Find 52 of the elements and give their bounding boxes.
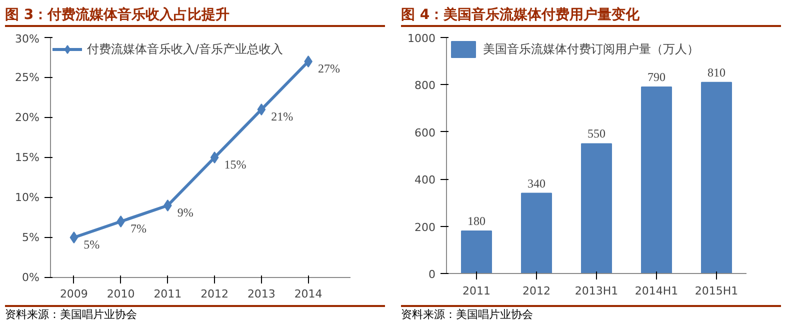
bar — [641, 86, 672, 274]
x-tick-label: 2010 — [106, 288, 135, 300]
text: 资料来源：美国唱片业协会 — [401, 307, 533, 323]
bar — [581, 143, 612, 274]
y-tick-label: 1000 — [408, 32, 436, 45]
data-label: 7% — [130, 222, 146, 236]
y-tick-label: 20% — [15, 111, 40, 124]
data-label: 790 — [648, 70, 666, 84]
x-tick-label: 2015H1 — [694, 284, 738, 298]
y-tick-label: 0% — [22, 271, 40, 284]
y-tick-label: 10% — [15, 191, 40, 204]
point — [210, 152, 219, 164]
legend-label: 美国音乐流媒体付费订阅用户量（万人） — [483, 40, 699, 58]
bar — [521, 192, 552, 274]
x-tick-label: 2014 — [294, 288, 322, 300]
data-label: 15% — [224, 158, 246, 172]
x-tick-label: 2011 — [154, 288, 182, 300]
y-tick-label: 25% — [15, 71, 40, 84]
bar — [461, 230, 492, 274]
point — [257, 104, 266, 116]
y-tick-label: 5% — [22, 231, 40, 244]
data-label: 27% — [318, 62, 340, 76]
x-tick-label: 2013H1 — [574, 284, 618, 298]
y-tick-label: 800 — [414, 79, 436, 92]
x-tick-label: 2013 — [247, 288, 276, 300]
x-tick-label: 2012 — [200, 288, 229, 300]
data-label: 340 — [528, 176, 546, 190]
bar — [701, 82, 732, 274]
x-tick-label: 2014H1 — [634, 284, 678, 298]
chart-title: 图 4：美国音乐流媒体付费用户量变化 — [401, 6, 640, 25]
text: 资料来源：美国唱片业协会 — [5, 307, 137, 323]
point — [116, 216, 125, 228]
chart-title: 图 3：付费流媒体音乐收入占比提升 — [5, 6, 230, 25]
point — [304, 56, 312, 68]
data-label: 5% — [84, 238, 100, 252]
x-tick-label: 2012 — [522, 284, 551, 298]
y-tick-label: 30% — [15, 32, 40, 46]
y-tick-label: 0 — [428, 268, 436, 281]
legend-label: 付费流媒体音乐收入/音乐产业总收入 — [87, 40, 284, 58]
y-tick-label: 200 — [414, 220, 436, 234]
data-label: 21% — [271, 110, 294, 124]
point — [164, 200, 172, 212]
data-label: 9% — [177, 206, 194, 220]
data-label: 810 — [708, 65, 726, 80]
y-tick-label: 15% — [15, 151, 40, 164]
x-tick-label: 2011 — [462, 284, 491, 298]
point — [70, 232, 78, 244]
y-tick-label: 600 — [414, 126, 436, 140]
x-tick-label: 2009 — [60, 288, 88, 300]
data-label: 550 — [588, 126, 606, 141]
y-tick-label: 400 — [414, 174, 436, 187]
data-label: 180 — [468, 214, 486, 228]
